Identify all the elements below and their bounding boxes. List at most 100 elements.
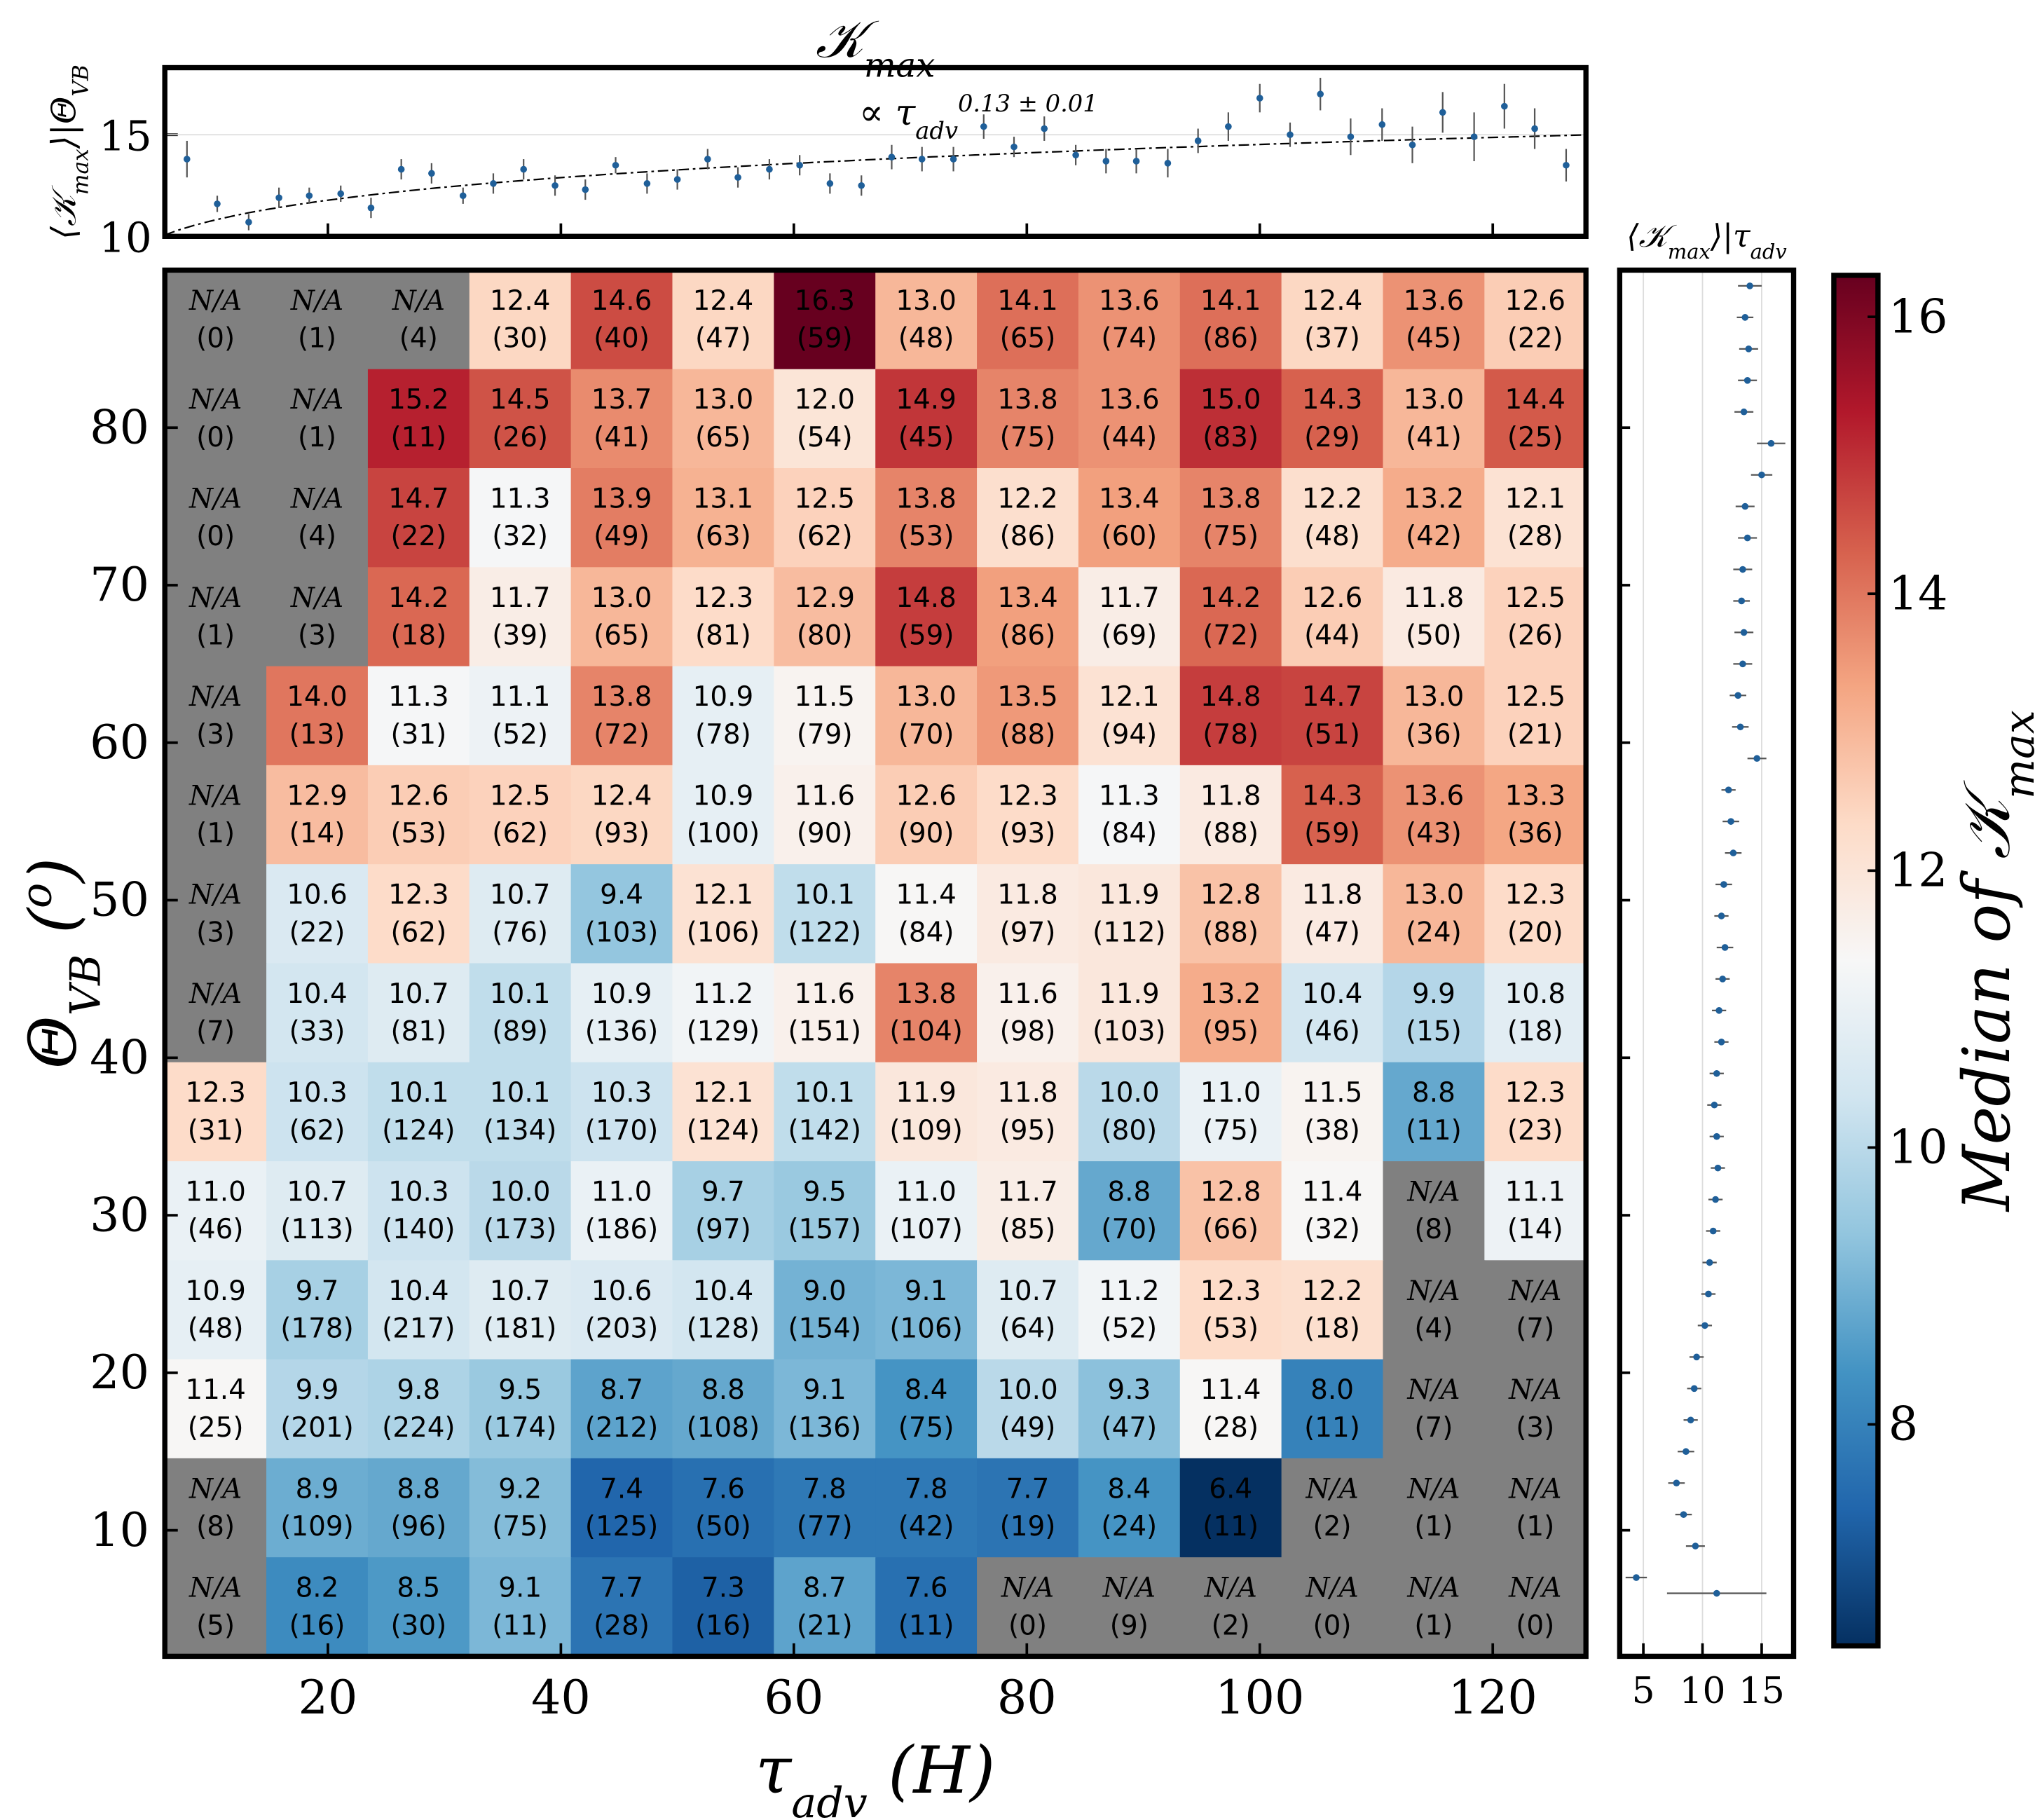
value-label: 11.4 [1200, 1374, 1261, 1406]
point [1692, 1542, 1699, 1549]
point [551, 182, 559, 189]
count-label: (50) [695, 1511, 751, 1542]
colorbar-tick-label: 10 [1889, 1120, 1948, 1175]
cell [570, 666, 673, 766]
point [1741, 314, 1749, 321]
count-label: (47) [695, 323, 751, 355]
count-label: (52) [492, 719, 548, 751]
value-label: 10.9 [693, 780, 754, 812]
count-label: (16) [289, 1610, 345, 1641]
count-label: (7) [196, 1016, 235, 1048]
top-y-label: ⟨𝒦max⟩|ΘVB [44, 64, 93, 240]
value-label: 9.7 [701, 1177, 745, 1208]
value-label: 12.2 [1302, 484, 1363, 515]
value-label: 10.6 [287, 880, 348, 911]
cell [1383, 765, 1486, 865]
right-title: ⟨𝒦max⟩|τadv [1626, 219, 1786, 264]
cell [469, 1062, 572, 1162]
count-label: (33) [289, 1016, 345, 1048]
cell [977, 765, 1079, 865]
label-part: 0.13 ± 0.01 [958, 90, 1098, 117]
point [1256, 95, 1263, 102]
count-label: (78) [1202, 719, 1259, 751]
cell [469, 1260, 572, 1360]
y-tick-label: 80 [90, 399, 149, 454]
colorbar-tick-label: 16 [1889, 289, 1948, 343]
point [1718, 1039, 1725, 1046]
value-label: 8.5 [397, 1573, 440, 1604]
x-tick-label: 120 [1448, 1670, 1537, 1725]
count-label: (134) [484, 1115, 557, 1147]
count-label: (11) [898, 1610, 954, 1641]
value-label: 11.9 [1099, 880, 1160, 911]
label-part: max [1995, 710, 2035, 799]
na-label: N/A [189, 582, 242, 614]
na-label: N/A [189, 880, 242, 911]
cell [774, 468, 877, 568]
na-label: N/A [189, 978, 242, 1010]
count-label: (212) [585, 1412, 659, 1444]
right-x-tick-label: 10 [1680, 1670, 1726, 1712]
cell [875, 369, 978, 469]
heatmap-frame [162, 267, 1589, 1660]
na-cell [165, 963, 267, 1063]
count-label: (81) [390, 1016, 446, 1048]
cell [266, 765, 369, 865]
point [1225, 123, 1232, 130]
na-cell [165, 1458, 267, 1559]
count-label: (3) [298, 620, 336, 651]
count-label: (41) [1406, 422, 1462, 453]
value-label: 14.4 [1505, 384, 1565, 416]
point [1683, 1448, 1690, 1456]
cell [875, 270, 978, 370]
cell [875, 1359, 978, 1459]
count-label: (53) [898, 521, 954, 552]
na-cell [1484, 1260, 1587, 1360]
fit-curve [164, 134, 1587, 236]
point [490, 180, 497, 187]
na-cell [266, 468, 369, 568]
cell [1281, 765, 1384, 865]
cell [774, 1557, 877, 1657]
count-label: (94) [1101, 719, 1157, 751]
cell [875, 1557, 978, 1657]
cell [1078, 369, 1181, 469]
na-cell [1281, 1557, 1384, 1657]
cell [1281, 1260, 1384, 1360]
label-part: (H) [868, 1732, 995, 1808]
cell [1484, 963, 1587, 1063]
point [1719, 976, 1727, 983]
count-label: (124) [687, 1115, 760, 1147]
cell [469, 1161, 572, 1261]
count-label: (75) [1202, 1115, 1259, 1147]
count-label: (3) [196, 917, 235, 948]
cell [1281, 270, 1384, 370]
cell [875, 666, 978, 766]
value-label: 16.3 [794, 285, 855, 317]
value-label: 11.0 [591, 1177, 652, 1208]
value-label: 11.8 [997, 1077, 1058, 1109]
cell [875, 1260, 978, 1360]
label-part: Θ [44, 97, 83, 124]
na-label: N/A [290, 582, 343, 614]
point [1727, 818, 1734, 825]
na-label: N/A [1508, 1374, 1561, 1406]
value-label: 9.1 [905, 1275, 948, 1307]
value-label: 12.9 [794, 582, 855, 614]
value-label: 9.3 [1107, 1374, 1151, 1406]
value-label: 12.4 [1302, 285, 1363, 317]
count-label: (21) [797, 1610, 853, 1641]
cell [977, 864, 1079, 964]
count-label: (79) [797, 719, 853, 751]
cell [672, 270, 775, 370]
value-label: 12.4 [591, 780, 652, 812]
value-label: 11.3 [388, 681, 449, 713]
point [1531, 125, 1538, 132]
count-label: (2) [1313, 1511, 1352, 1542]
value-label: 10.4 [287, 978, 348, 1010]
value-label: 7.7 [1006, 1473, 1050, 1505]
right-x-tick-label: 5 [1632, 1670, 1655, 1712]
count-label: (72) [1202, 620, 1259, 651]
count-label: (45) [898, 422, 954, 453]
cell [570, 1458, 673, 1559]
